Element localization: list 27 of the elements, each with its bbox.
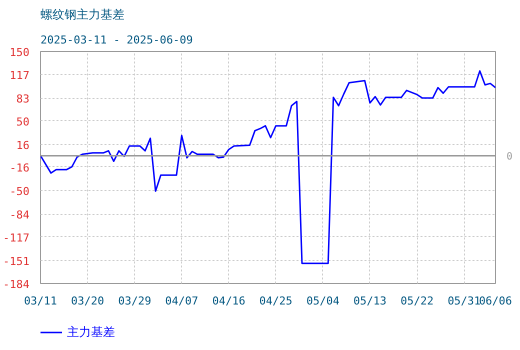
line-series bbox=[40, 70, 496, 264]
x-tick-label: 04/25 bbox=[259, 294, 292, 308]
chart-subtitle: 2025-03-11 - 2025-06-09 bbox=[40, 34, 193, 46]
x-tick-label: 03/20 bbox=[71, 294, 104, 308]
y-tick-label: 16 bbox=[16, 139, 30, 152]
y-tick-label: -84 bbox=[10, 208, 30, 222]
x-tick-label: 06/06 bbox=[478, 294, 512, 308]
x-tick-label: 03/29 bbox=[118, 294, 152, 308]
y-tick-label: 150 bbox=[10, 46, 30, 59]
y-tick-label: -16 bbox=[10, 161, 30, 174]
x-tick-label: 04/07 bbox=[165, 294, 198, 308]
y-tick-label: -50 bbox=[10, 184, 30, 198]
ref-line-label: 0 bbox=[506, 152, 513, 163]
x-tick-label: 05/13 bbox=[353, 294, 387, 308]
x-tick-label: 05/22 bbox=[400, 294, 434, 308]
y-tick-label: -117 bbox=[3, 231, 30, 244]
x-tick-label: 03/11 bbox=[24, 294, 58, 308]
x-tick-label: 04/16 bbox=[212, 294, 246, 308]
legend-label: 主力基差 bbox=[67, 324, 115, 340]
y-tick-label: 117 bbox=[10, 68, 30, 82]
chart-title: 螺纹钢主力基差 bbox=[40, 8, 124, 22]
y-tick-label: 50 bbox=[16, 115, 30, 128]
y-tick-label: 83 bbox=[16, 92, 30, 106]
x-tick-label: 05/04 bbox=[306, 294, 340, 308]
x-tick-label: 05/31 bbox=[448, 294, 481, 308]
y-tick-label: -151 bbox=[3, 255, 30, 268]
y-tick-label: -184 bbox=[3, 278, 30, 291]
